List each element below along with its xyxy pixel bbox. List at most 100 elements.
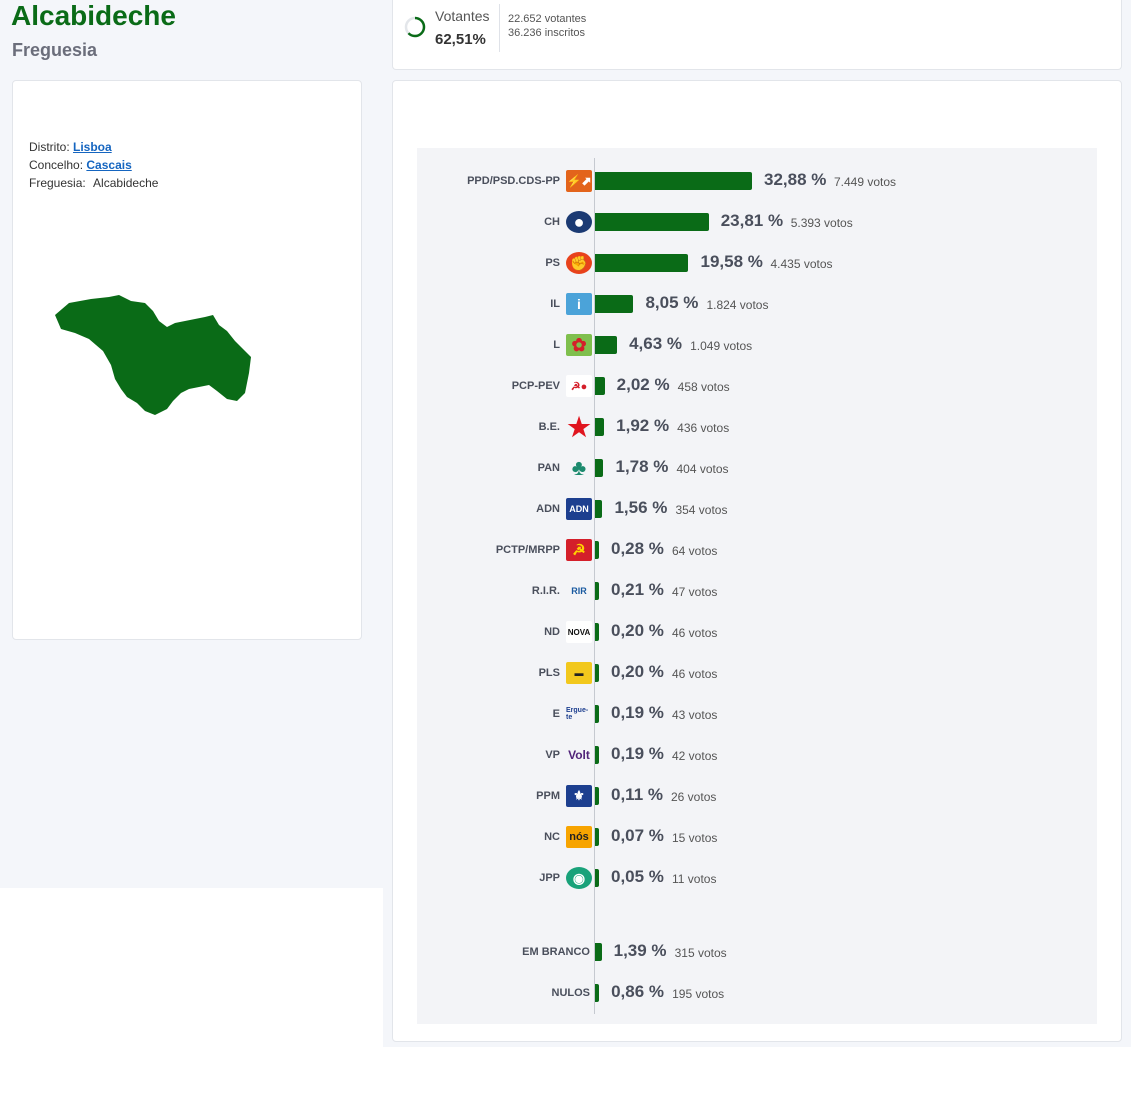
parish-value: Alcabideche (93, 176, 159, 190)
party-label: PPD/PSD.CDS-PP (467, 175, 560, 187)
result-row: NC nós 0,07 % 15 votos (0, 826, 1131, 848)
result-votes: 458 votos (677, 380, 730, 394)
result-bar (595, 295, 634, 313)
result-percent: 1,78 % (615, 457, 669, 476)
party-label: PLS (538, 667, 560, 679)
result-bar (595, 459, 604, 477)
result-votes: 4.435 votos (770, 257, 833, 271)
district-link[interactable]: Lisboa (73, 140, 112, 154)
result-row: VP Volt 0,19 % 42 votos (0, 744, 1131, 766)
result-bar (595, 705, 599, 723)
result-percent: 23,81 % (720, 211, 784, 230)
result-votes: 404 votos (676, 462, 729, 476)
result-bar (595, 787, 599, 805)
result-percent: 19,58 % (700, 252, 763, 271)
result-votes: 195 votos (672, 987, 725, 1001)
result-percent: 1,92 % (616, 416, 670, 435)
result-votes: 315 votos (674, 946, 727, 960)
result-bar (595, 943, 602, 961)
livre-icon: ✿ (566, 334, 592, 356)
result-percent: 0,05 % (611, 867, 664, 886)
party-label: PCTP/MRPP (495, 544, 560, 556)
location-card: Distrito: Lisboa Concelho: Cascais Fregu… (12, 80, 362, 640)
result-row: NULOS 0,86 % 195 votos (0, 982, 1131, 1004)
result-row: JPP ◉ 0,05 % 11 votos (0, 867, 1131, 889)
result-row: E Ergue-te 0,19 % 43 votos (0, 703, 1131, 725)
jpp-icon: ◉ (566, 867, 592, 889)
parish-label: Freguesia: (29, 176, 86, 190)
result-row: EM BRANCO 1,39 % 315 votos (0, 941, 1131, 963)
page-title: Alcabideche (11, 0, 176, 31)
result-votes: 11 votos (672, 872, 717, 886)
result-row: PLS ▬ 0,20 % 46 votos (0, 662, 1131, 684)
volt-icon: Volt (568, 748, 590, 762)
result-votes: 1.824 votos (706, 298, 769, 312)
turnout-percent: 62,51% (435, 31, 486, 48)
result-row: L ✿ 4,63 % 1.049 votos (0, 334, 1131, 356)
party-label: E (552, 708, 560, 720)
party-label: CH (544, 216, 560, 228)
result-bar (595, 541, 599, 559)
pls-icon: ▬ (566, 662, 592, 684)
result-votes: 354 votos (675, 503, 728, 517)
result-row: ADN ADN 1,56 % 354 votos (0, 498, 1131, 520)
party-label: JPP (539, 872, 560, 884)
party-label: L (553, 339, 560, 351)
result-percent: 2,02 % (616, 375, 670, 394)
council-row: Concelho: Cascais (29, 158, 132, 172)
pctp-icon: ☭ (566, 539, 592, 561)
party-label: NULOS (551, 987, 591, 999)
turnout-registered: 36.236 inscritos (508, 27, 586, 39)
result-bar (595, 664, 599, 682)
results-chart-area (417, 148, 1097, 1024)
result-row: PS ✊ 19,58 % 4.435 votos (0, 252, 1131, 274)
result-votes: 5.393 votos (790, 216, 853, 230)
result-bar (595, 623, 599, 641)
district-label: Distrito: (29, 140, 70, 154)
result-votes: 47 votos (672, 585, 718, 599)
party-label: EM BRANCO (522, 946, 590, 958)
council-link[interactable]: Cascais (86, 158, 132, 172)
result-votes: 42 votos (672, 749, 718, 763)
result-row: PPM ⚜ 0,11 % 26 votos (0, 785, 1131, 807)
result-bar (595, 500, 603, 518)
ergue-te-icon: Ergue-te (566, 707, 589, 721)
result-bar (595, 984, 600, 1002)
pan-tree-icon: ♣ (571, 455, 587, 480)
result-percent: 0,20 % (611, 621, 664, 640)
ppm-icon: ⚜ (566, 785, 592, 807)
result-percent: 0,20 % (611, 662, 664, 681)
result-row: ND NOVA 0,20 % 46 votos (0, 621, 1131, 643)
result-bar (595, 418, 605, 436)
cdu-icon: ☭● (566, 375, 592, 397)
result-row: CH ● 23,81 % 5.393 votos (0, 211, 1131, 233)
turnout-card (392, 0, 1122, 70)
chart-axis-line (594, 158, 595, 1014)
party-label: NC (544, 831, 560, 843)
result-row: PCP-PEV ☭● 2,02 % 458 votos (0, 375, 1131, 397)
rir-icon: RIR (571, 586, 587, 596)
party-label: PPM (536, 790, 560, 802)
result-row: PAN ♣ 1,78 % 404 votos (0, 455, 1131, 480)
party-label: B.E. (538, 421, 560, 433)
result-votes: 1.049 votos (690, 339, 753, 353)
result-percent: 0,21 % (611, 580, 664, 599)
district-row: Distrito: Lisboa (29, 140, 112, 154)
party-label: PCP-PEV (511, 380, 560, 392)
result-row: R.I.R. RIR 0,21 % 47 votos (0, 580, 1131, 602)
turnout-label: Votantes (435, 8, 490, 24)
chega-icon: ● (566, 211, 592, 233)
parish-map (55, 295, 251, 415)
result-votes: 15 votos (672, 831, 718, 845)
party-label: R.I.R. (531, 585, 560, 597)
result-percent: 0,19 % (611, 744, 664, 763)
result-votes: 436 votos (677, 421, 730, 435)
result-percent: 32,88 % (764, 170, 827, 189)
il-icon: i (566, 293, 592, 315)
parish-row: Freguesia: Alcabideche (29, 176, 158, 190)
result-row: PPD/PSD.CDS-PP ⚡⬈ 32,88 % 7.449 votos (0, 170, 1131, 192)
result-row: IL i 8,05 % 1.824 votos (0, 293, 1131, 315)
psd-cds-icon: ⚡⬈ (566, 170, 592, 192)
result-votes: 43 votos (672, 708, 718, 722)
result-bar (595, 582, 599, 600)
